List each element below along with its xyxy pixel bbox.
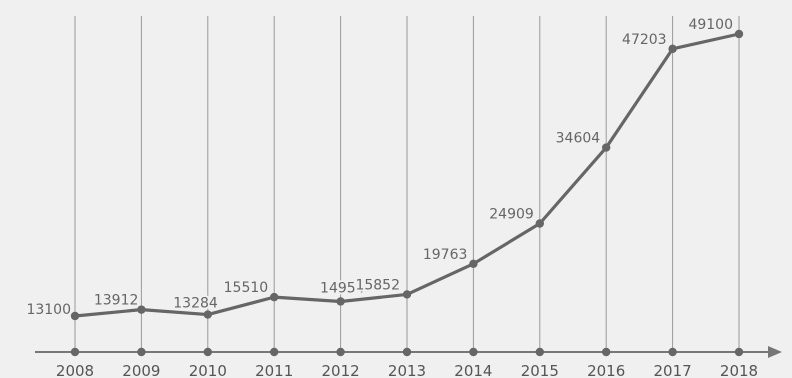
data-point xyxy=(602,143,611,152)
x-tick-label: 2011 xyxy=(255,362,293,378)
x-tick-label: 2015 xyxy=(521,362,559,378)
data-label: 15852 xyxy=(355,277,400,293)
x-tick-mark xyxy=(402,347,412,357)
x-tick-label: 2008 xyxy=(56,362,94,378)
data-label: 24909 xyxy=(489,206,534,222)
x-tick-mark xyxy=(469,347,478,357)
data-label: 13284 xyxy=(173,296,218,312)
x-tick-mark xyxy=(734,347,744,357)
data-label: 19763 xyxy=(423,247,468,263)
data-point xyxy=(336,297,345,306)
data-point xyxy=(734,29,744,39)
x-tick-label: 2009 xyxy=(122,362,160,378)
data-label: 13912 xyxy=(94,293,139,309)
data-points xyxy=(70,29,744,321)
x-tick-mark xyxy=(336,347,345,357)
data-label: 13100 xyxy=(26,302,71,318)
data-label: 14954 xyxy=(320,280,365,296)
x-tick-label: 2017 xyxy=(654,362,692,378)
x-tick-mark xyxy=(668,347,677,357)
x-tick-mark xyxy=(137,347,146,357)
data-point xyxy=(469,259,478,269)
data-point xyxy=(203,310,212,319)
data-point xyxy=(668,44,677,54)
x-axis xyxy=(35,346,782,358)
x-tick-label: 2013 xyxy=(388,362,426,378)
x-tick-label: 2014 xyxy=(454,362,492,378)
data-label: 34604 xyxy=(556,131,601,147)
grid-lines xyxy=(74,16,740,352)
data-label: 15510 xyxy=(224,280,269,296)
data-label: 47203 xyxy=(622,32,667,48)
data-point xyxy=(70,311,80,321)
x-tick-label: 2016 xyxy=(587,362,625,378)
x-axis-arrow-icon xyxy=(768,346,782,358)
x-tick-labels: 2008 2009 2010 2011 2012 2013 2014 2015 2016 2017… xyxy=(56,347,758,378)
data-label: 49100 xyxy=(688,17,733,33)
x-tick-mark xyxy=(203,347,212,357)
x-tick-mark xyxy=(535,347,544,357)
x-tick-mark xyxy=(602,347,611,357)
x-tick-label: 2018 xyxy=(720,362,758,378)
data-point xyxy=(402,290,412,299)
data-point xyxy=(535,219,544,228)
x-tick-label: 2012 xyxy=(322,362,360,378)
data-point xyxy=(270,292,279,302)
x-tick-mark xyxy=(70,347,80,357)
data-point xyxy=(137,305,146,314)
x-tick-label: 2010 xyxy=(189,362,227,378)
x-tick-mark xyxy=(270,347,279,357)
